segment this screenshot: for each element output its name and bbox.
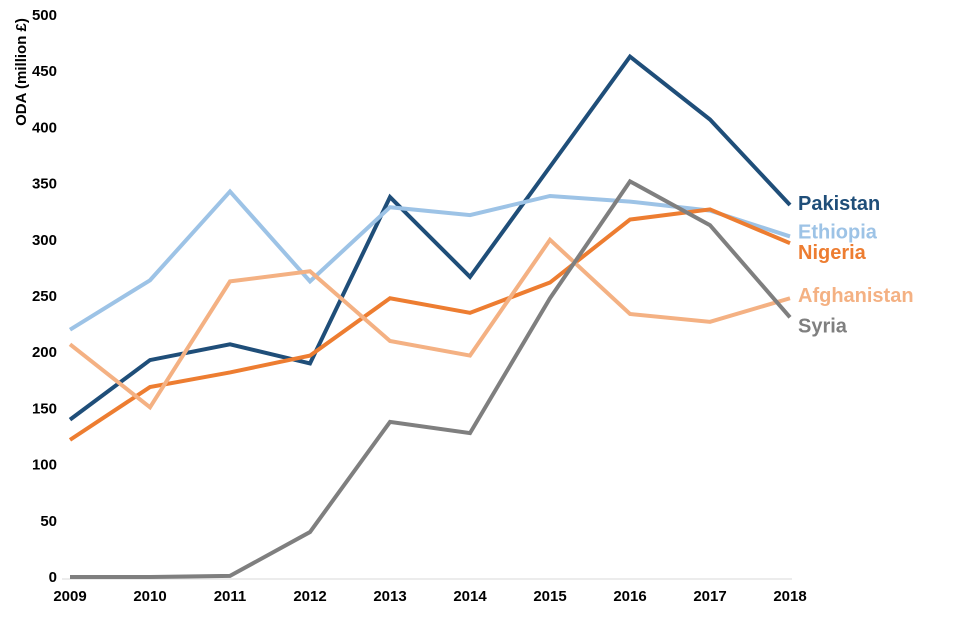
series-line-ethiopia bbox=[68, 188, 791, 332]
series-label-ethiopia: Ethiopia bbox=[798, 221, 878, 243]
x-tick-label-2010: 2010 bbox=[133, 588, 166, 605]
x-tick-label-2012: 2012 bbox=[293, 588, 326, 605]
x-tick-label-2017: 2017 bbox=[693, 588, 726, 605]
x-tick-label-2018: 2018 bbox=[773, 588, 806, 605]
x-tick-label-2016: 2016 bbox=[613, 588, 646, 605]
x-tick-label-2013: 2013 bbox=[373, 588, 406, 605]
series-line-afghanistan bbox=[68, 236, 791, 411]
series-label-pakistan: Pakistan bbox=[798, 193, 880, 215]
series-label-afghanistan: Afghanistan bbox=[798, 285, 914, 307]
x-tick-label-2015: 2015 bbox=[533, 588, 566, 605]
y-axis-title: ODA (million £) bbox=[13, 18, 30, 126]
series-line-pakistan bbox=[68, 53, 792, 422]
x-tick-label-2014: 2014 bbox=[453, 588, 487, 605]
y-tick-label-300: 300 bbox=[32, 232, 57, 249]
series-label-syria: Syria bbox=[798, 315, 848, 337]
y-tick-label-0: 0 bbox=[49, 569, 57, 586]
y-tick-label-450: 450 bbox=[32, 63, 57, 80]
y-tick-label-200: 200 bbox=[32, 344, 57, 361]
series-line-nigeria bbox=[68, 207, 791, 442]
y-tick-label-250: 250 bbox=[32, 288, 57, 305]
series-label-nigeria: Nigeria bbox=[798, 242, 867, 264]
y-tick-label-100: 100 bbox=[32, 457, 57, 474]
y-tick-label-150: 150 bbox=[32, 400, 57, 417]
x-tick-label-2009: 2009 bbox=[53, 588, 86, 605]
y-tick-label-350: 350 bbox=[32, 176, 57, 193]
y-tick-label-400: 400 bbox=[32, 119, 57, 136]
y-tick-label-50: 50 bbox=[40, 513, 57, 530]
series-line-syria bbox=[70, 178, 792, 579]
y-tick-label-500: 500 bbox=[32, 7, 57, 24]
x-tick-label-2011: 2011 bbox=[214, 588, 247, 605]
